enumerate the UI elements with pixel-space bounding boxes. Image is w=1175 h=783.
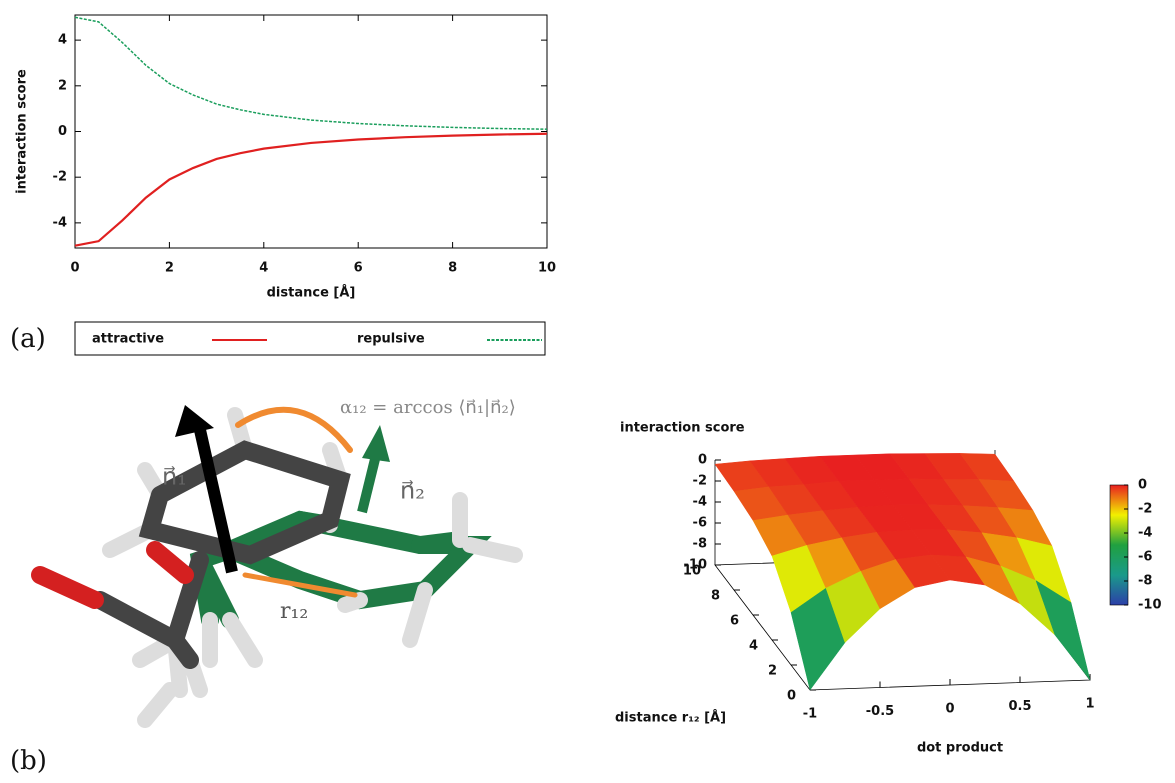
colorbar-tick-label: -2 xyxy=(1138,502,1152,517)
colorbar xyxy=(1110,485,1128,605)
x-tick-label: 0 xyxy=(70,261,79,276)
green-ring xyxy=(230,520,470,600)
x-tick-label: 1 xyxy=(1085,697,1094,712)
arrow-head xyxy=(362,425,390,462)
normal-arrow xyxy=(362,455,376,512)
y-tick-label: 4 xyxy=(749,639,758,654)
y-tick-label: 2 xyxy=(58,78,67,93)
chart-title: interaction score xyxy=(620,421,745,436)
y-tick-label: 2 xyxy=(768,664,777,679)
oxygen xyxy=(40,575,95,600)
y-tick-label: 0 xyxy=(58,124,67,139)
x-tick-label: -0.5 xyxy=(866,704,894,719)
x-tick-label: 4 xyxy=(259,261,268,276)
distance-label: r₁₂ xyxy=(280,599,308,624)
z-tick-label: -2 xyxy=(693,474,707,489)
x-tick-label: 0.5 xyxy=(1008,699,1031,714)
data-line xyxy=(75,134,547,246)
vector-label: n⃗₂ xyxy=(400,477,425,505)
vector-label: n⃗₁ xyxy=(162,463,187,491)
x-axis-label: distance [Å] xyxy=(267,285,356,301)
x-tick-label: -1 xyxy=(803,707,817,722)
y-tick-label: -4 xyxy=(53,215,67,230)
panel-label: (a) xyxy=(10,324,46,354)
z-tick-label: 0 xyxy=(698,453,707,468)
arrow-head xyxy=(175,405,214,437)
legend-label: attractive xyxy=(92,332,164,347)
y-axis-label: distance r₁₂ [Å] xyxy=(615,710,726,726)
colorbar-tick-label: -10 xyxy=(1138,598,1162,613)
y-tick-label: 4 xyxy=(58,33,67,48)
y-tick-label: 0 xyxy=(787,689,796,704)
y-tick-label: -2 xyxy=(53,170,67,185)
data-line xyxy=(75,17,547,129)
figure: (a) (b) α₁₂ = arccos ⟨n⃗₁|n⃗₂⟩ n⃗₁ n⃗₂ r… xyxy=(0,0,1175,779)
colorbar-tick-label: -8 xyxy=(1138,574,1152,589)
colorbar-tick-label: 0 xyxy=(1138,478,1147,493)
legend-label: repulsive xyxy=(357,332,425,347)
molecule xyxy=(40,405,515,720)
y-tick-label: 8 xyxy=(711,589,720,604)
x-axis-label: dot product xyxy=(917,741,1003,756)
x-tick-label: 8 xyxy=(448,261,457,276)
colorbar-tick-label: -4 xyxy=(1138,526,1152,541)
x-tick-label: 6 xyxy=(354,261,363,276)
z-tick-label: -6 xyxy=(693,516,707,531)
x-tick-label: 2 xyxy=(165,261,174,276)
x-tick-label: 10 xyxy=(538,261,556,276)
z-tick-label: -4 xyxy=(693,495,707,510)
y-tick-label: 6 xyxy=(730,614,739,629)
y-axis-label: interaction score xyxy=(15,69,30,194)
oxygen xyxy=(155,550,185,575)
colorbar-tick-label: -6 xyxy=(1138,550,1152,565)
y-tick-label: 10 xyxy=(683,564,701,579)
panel-label: (b) xyxy=(10,746,47,776)
x-tick-label: 0 xyxy=(945,702,954,717)
z-tick-label: -8 xyxy=(693,537,707,552)
angle-label: α₁₂ = arccos ⟨n⃗₁|n⃗₂⟩ xyxy=(340,397,516,418)
plot-frame xyxy=(75,15,547,248)
